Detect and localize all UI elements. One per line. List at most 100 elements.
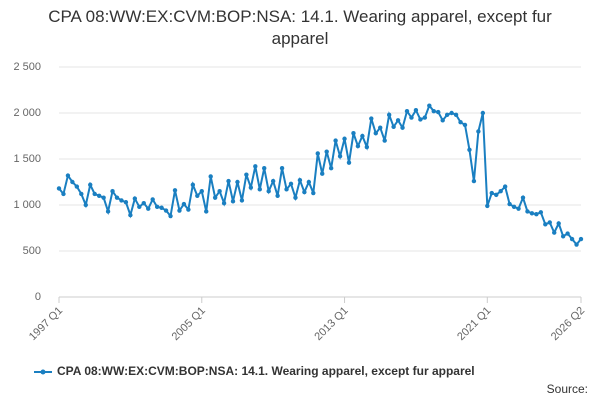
point bbox=[70, 179, 75, 185]
point bbox=[315, 151, 320, 156]
point bbox=[520, 195, 526, 200]
point bbox=[288, 181, 294, 187]
point bbox=[311, 190, 316, 196]
point bbox=[547, 220, 552, 225]
x-tick-label: 2013 Q1 bbox=[312, 305, 350, 343]
point bbox=[177, 208, 182, 213]
point bbox=[226, 178, 231, 184]
point bbox=[199, 189, 204, 194]
point bbox=[123, 200, 129, 205]
point bbox=[355, 143, 361, 149]
point bbox=[284, 187, 289, 192]
point bbox=[172, 188, 178, 193]
point bbox=[257, 187, 262, 192]
point bbox=[395, 118, 401, 123]
point bbox=[181, 201, 187, 207]
legend-marker bbox=[40, 369, 46, 375]
y-tick-label: 0 bbox=[35, 291, 41, 303]
point bbox=[364, 144, 370, 150]
point bbox=[141, 200, 146, 206]
point bbox=[320, 171, 325, 176]
point bbox=[431, 108, 436, 114]
point bbox=[154, 204, 160, 210]
point bbox=[65, 173, 71, 178]
y-tick-label: 2 000 bbox=[13, 107, 41, 119]
point bbox=[538, 210, 544, 215]
x-tick-label: 2026 Q2 bbox=[549, 305, 587, 343]
point bbox=[391, 124, 396, 129]
point bbox=[306, 179, 312, 185]
point bbox=[230, 199, 236, 204]
point bbox=[534, 212, 539, 217]
point bbox=[569, 236, 575, 242]
point bbox=[369, 116, 374, 121]
point bbox=[489, 190, 494, 196]
point bbox=[96, 193, 102, 198]
point bbox=[444, 112, 450, 118]
point bbox=[351, 131, 356, 136]
point bbox=[83, 202, 88, 208]
point bbox=[105, 209, 111, 214]
point bbox=[101, 195, 106, 200]
point bbox=[221, 200, 227, 206]
point bbox=[74, 184, 80, 189]
point bbox=[253, 164, 258, 169]
point bbox=[137, 204, 142, 210]
point bbox=[293, 195, 298, 200]
point bbox=[333, 138, 338, 143]
point bbox=[560, 234, 566, 239]
x-tick-label: 2021 Q1 bbox=[455, 305, 493, 343]
point bbox=[373, 131, 378, 136]
point bbox=[119, 198, 124, 203]
x-tick-label: 1997 Q1 bbox=[27, 305, 65, 343]
point bbox=[427, 103, 432, 108]
point bbox=[159, 205, 164, 210]
point bbox=[150, 197, 155, 202]
point bbox=[462, 122, 468, 128]
point bbox=[556, 221, 561, 226]
point bbox=[467, 147, 472, 152]
point bbox=[186, 207, 191, 212]
point bbox=[92, 191, 97, 197]
point bbox=[328, 166, 334, 171]
point bbox=[565, 231, 570, 236]
point bbox=[578, 236, 584, 242]
point bbox=[217, 189, 222, 194]
point bbox=[453, 112, 459, 118]
point bbox=[239, 198, 245, 203]
point bbox=[511, 204, 517, 210]
point bbox=[382, 138, 387, 143]
point bbox=[494, 192, 499, 198]
point bbox=[208, 174, 213, 179]
point bbox=[128, 212, 133, 218]
point bbox=[248, 185, 254, 190]
point bbox=[79, 191, 84, 197]
point bbox=[163, 208, 169, 213]
series-line bbox=[58, 103, 582, 247]
point bbox=[574, 242, 579, 247]
point bbox=[146, 206, 151, 211]
point bbox=[516, 206, 521, 211]
point bbox=[168, 213, 173, 219]
point bbox=[529, 211, 535, 216]
point bbox=[458, 120, 463, 125]
point bbox=[61, 191, 66, 197]
point bbox=[270, 178, 276, 184]
point bbox=[56, 186, 62, 191]
point bbox=[400, 125, 405, 130]
point bbox=[498, 189, 503, 194]
point bbox=[471, 178, 477, 184]
point bbox=[132, 196, 138, 201]
point bbox=[324, 149, 329, 154]
source: Source: bbox=[547, 382, 588, 396]
chart-title: CPA 08:WW:EX:CVM:BOP:NSA: 14.1. Wearing … bbox=[48, 7, 552, 48]
point bbox=[342, 136, 347, 141]
point bbox=[440, 118, 445, 123]
point bbox=[404, 108, 410, 114]
point bbox=[422, 115, 428, 120]
point bbox=[418, 117, 423, 122]
point bbox=[195, 193, 200, 198]
point bbox=[543, 222, 548, 227]
point bbox=[244, 172, 249, 177]
